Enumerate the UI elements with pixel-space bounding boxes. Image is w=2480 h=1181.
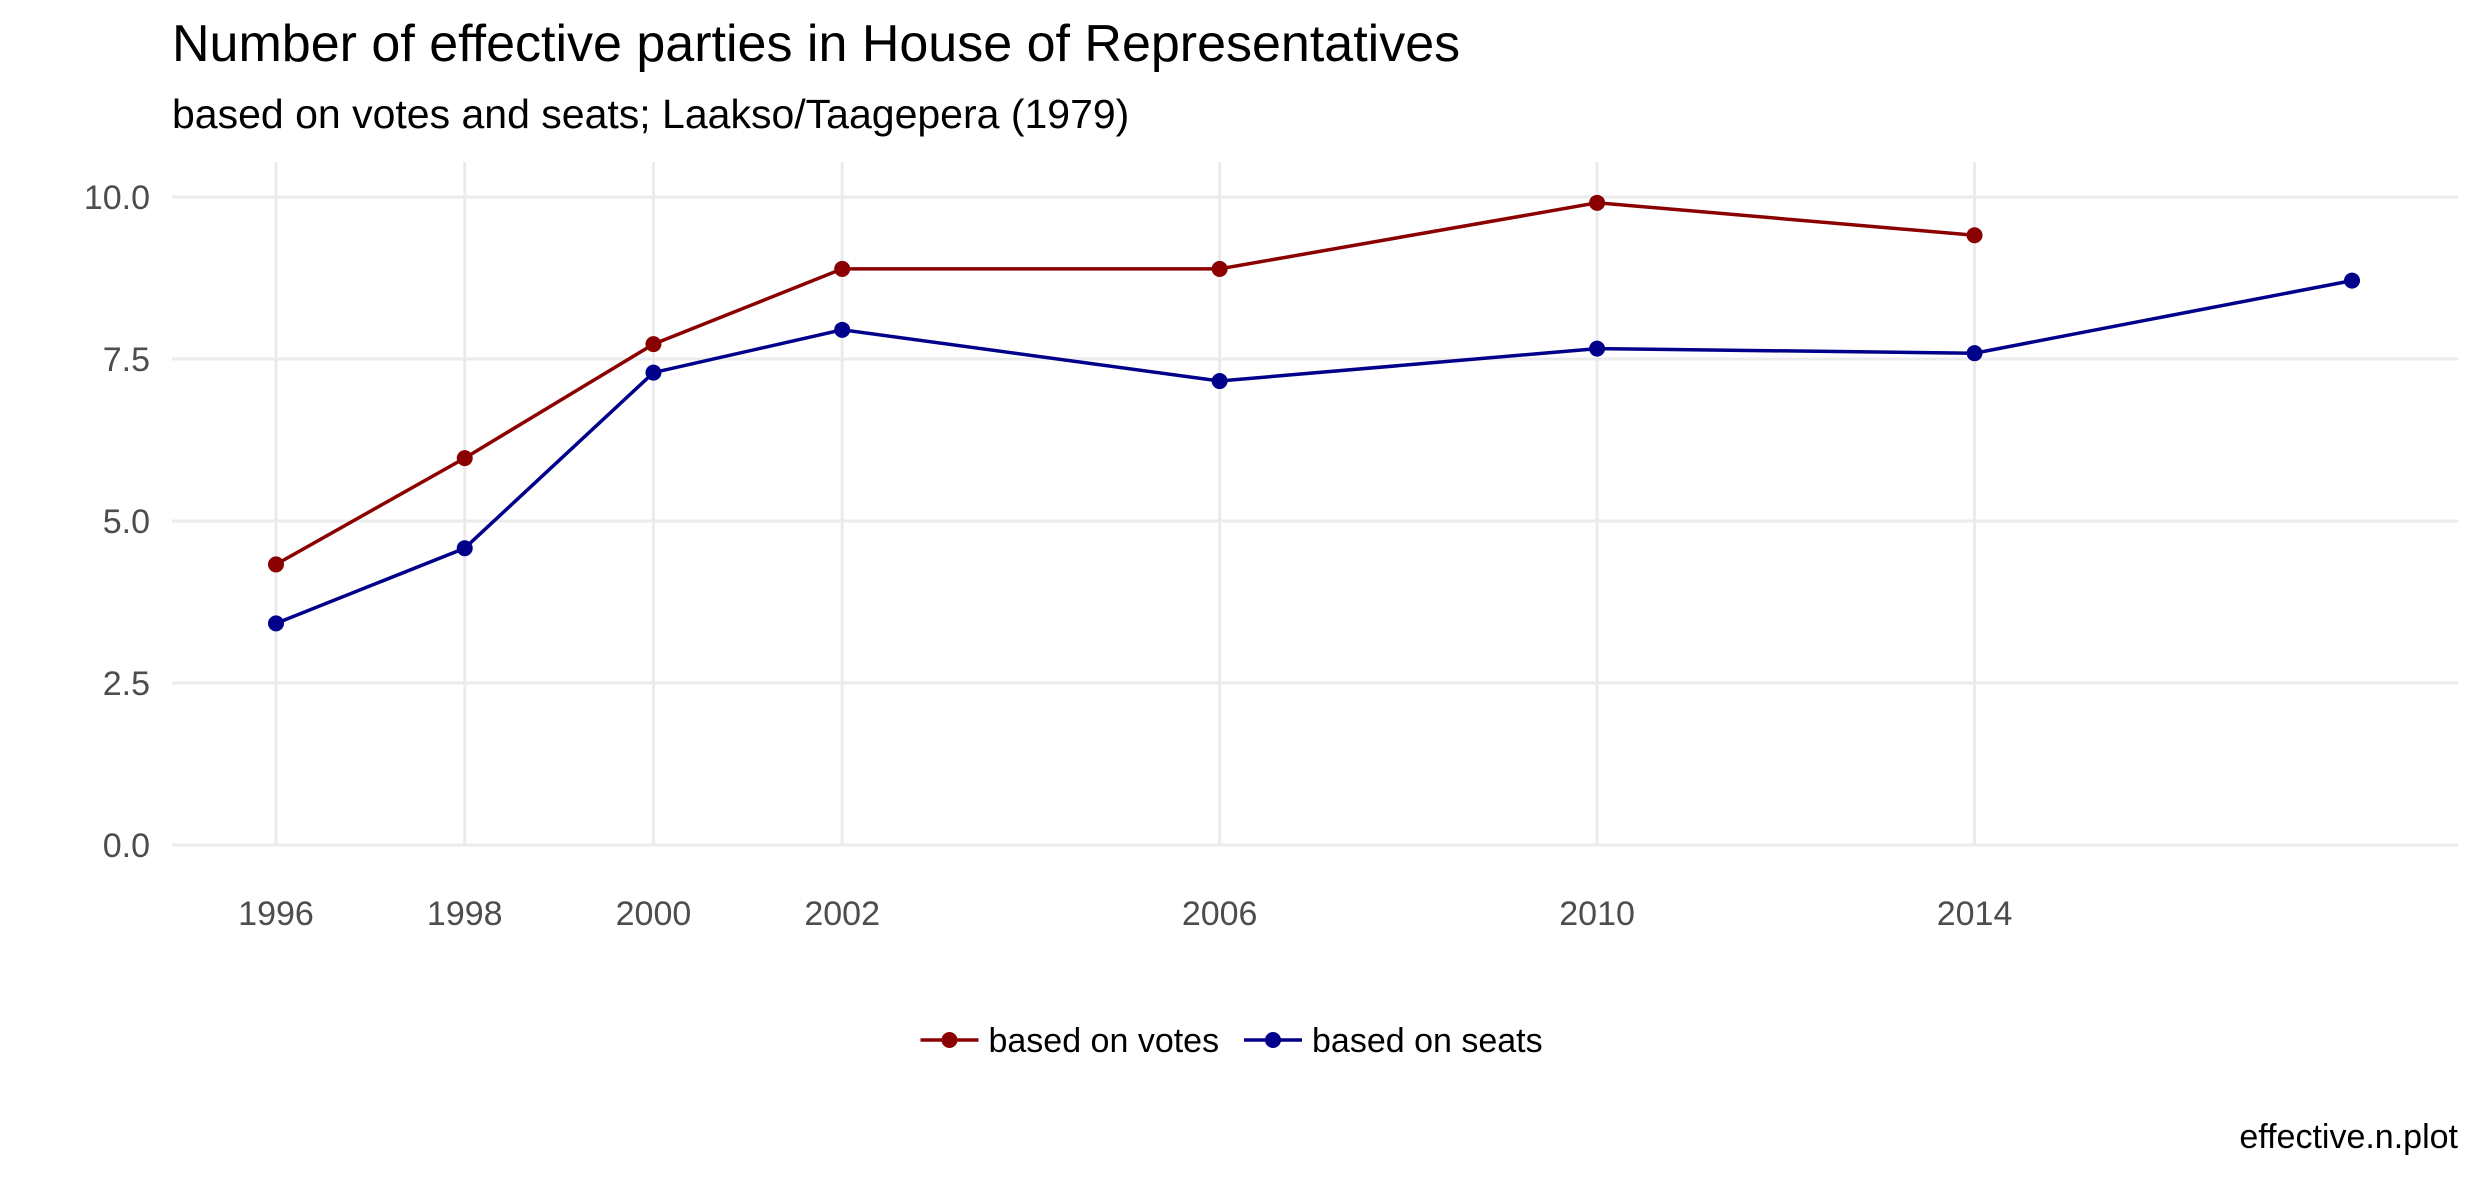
legend: based on votes based on seats	[920, 1022, 1543, 1060]
data-point	[645, 364, 662, 381]
data-point	[1589, 194, 1606, 211]
y-tick-label: 7.5	[103, 341, 150, 379]
series-0	[268, 194, 1983, 573]
y-tick-label: 5.0	[103, 503, 150, 541]
series-1	[268, 272, 2360, 632]
data-point	[1966, 227, 1983, 244]
series	[268, 194, 2360, 632]
x-tick-label: 2000	[616, 895, 692, 933]
grid	[172, 162, 2458, 847]
x-tick-label: 2014	[1937, 895, 2013, 933]
x-tick-label: 2006	[1182, 895, 1258, 933]
data-point	[1211, 260, 1228, 277]
data-point	[834, 321, 851, 338]
data-point	[1211, 373, 1228, 390]
legend-label: based on votes	[988, 1022, 1219, 1060]
legend-item: based on seats	[1244, 1022, 1543, 1060]
legend-key-point	[941, 1032, 958, 1048]
data-point	[268, 556, 284, 573]
chart-subtitle: based on votes and seats; Laakso/Taagepe…	[172, 91, 1129, 137]
data-point	[2344, 272, 2360, 289]
y-tick-label: 2.5	[103, 665, 150, 703]
series-line	[275, 201, 1975, 566]
y-axis-tick-labels: 0.0 2.5 5.0 7.5 10.0	[84, 179, 150, 865]
data-point	[834, 260, 851, 277]
legend-item: based on votes	[920, 1022, 1219, 1060]
x-axis-tick-labels: 1996 1998 2000 2002 2006 2010 2014	[238, 895, 2012, 933]
data-point	[1589, 340, 1606, 357]
chart-caption: effective.n.plot	[2239, 1118, 2458, 1156]
data-point	[1966, 345, 1983, 362]
data-point	[456, 450, 473, 467]
data-point	[268, 615, 284, 632]
chart-title: Number of effective parties in House of …	[172, 15, 1460, 73]
data-point	[456, 540, 473, 557]
x-tick-label: 2010	[1559, 895, 1635, 933]
y-tick-label: 0.0	[103, 827, 150, 865]
legend-label: based on seats	[1312, 1022, 1543, 1060]
x-tick-label: 1996	[238, 895, 314, 933]
y-tick-label: 10.0	[84, 179, 150, 217]
x-tick-label: 2002	[804, 895, 880, 933]
x-tick-label: 1998	[427, 895, 503, 933]
data-point	[645, 336, 662, 353]
legend-key-point	[1265, 1032, 1281, 1048]
series-line	[275, 278, 2353, 626]
